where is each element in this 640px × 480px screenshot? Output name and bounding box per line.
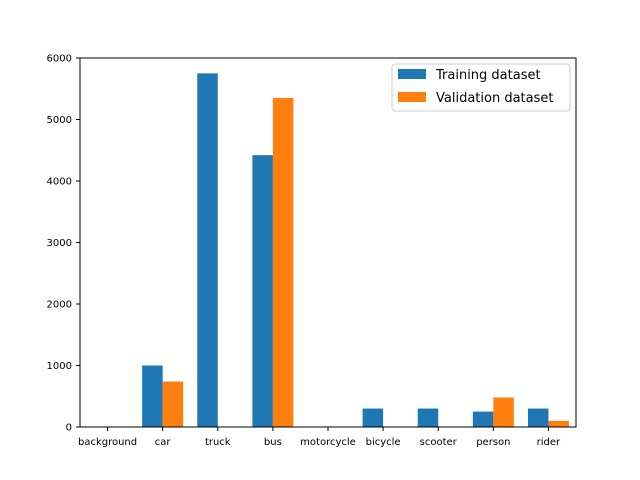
bar-validation-car	[162, 381, 184, 427]
y-axis: 0 1000 2000 3000 4000 5000 6000	[47, 54, 80, 434]
bars-group	[142, 73, 569, 428]
legend-label-validation: Validation dataset	[436, 91, 553, 106]
bar-validation-rider	[548, 420, 569, 427]
x-tick-label-bicycle: bicycle	[366, 437, 401, 448]
legend: Training dataset Validation dataset	[391, 63, 571, 112]
y-tick-label: 3000	[47, 238, 72, 249]
bar-validation-bus	[272, 97, 294, 427]
y-tick-label: 6000	[47, 54, 72, 65]
y-tick-label: 1000	[47, 361, 72, 372]
y-tick-label: 5000	[47, 115, 72, 126]
x-tick-label-rider: rider	[537, 437, 561, 448]
x-tick-label-motorcycle: motorcycle	[300, 437, 356, 448]
bar-training-rider	[527, 408, 549, 427]
bar-training-car	[142, 365, 163, 427]
x-tick-label-person: person	[476, 437, 510, 448]
x-tick-label-truck: truck	[205, 437, 231, 448]
bar-training-scooter	[417, 408, 439, 427]
x-tick-label-car: car	[155, 437, 172, 448]
legend-swatch-validation	[398, 92, 426, 102]
bar-training-truck	[197, 73, 218, 427]
x-tick-label-scooter: scooter	[420, 437, 458, 448]
legend-swatch-training	[398, 69, 426, 79]
y-tick-label: 4000	[47, 177, 72, 188]
x-axis: background car truck bus motorcycle bicycle sc…	[78, 427, 561, 448]
y-tick-label: 0	[66, 423, 72, 434]
bar-training-person	[472, 411, 494, 427]
bar-training-bicycle	[362, 408, 384, 427]
x-tick-label-background: background	[78, 437, 137, 448]
legend-box	[391, 63, 571, 112]
x-tick-label-bus: bus	[264, 437, 282, 448]
legend-label-training: Training dataset	[435, 68, 541, 83]
bar-validation-person	[493, 397, 514, 427]
bar-training-bus	[252, 155, 273, 428]
y-tick-label: 2000	[47, 300, 72, 311]
